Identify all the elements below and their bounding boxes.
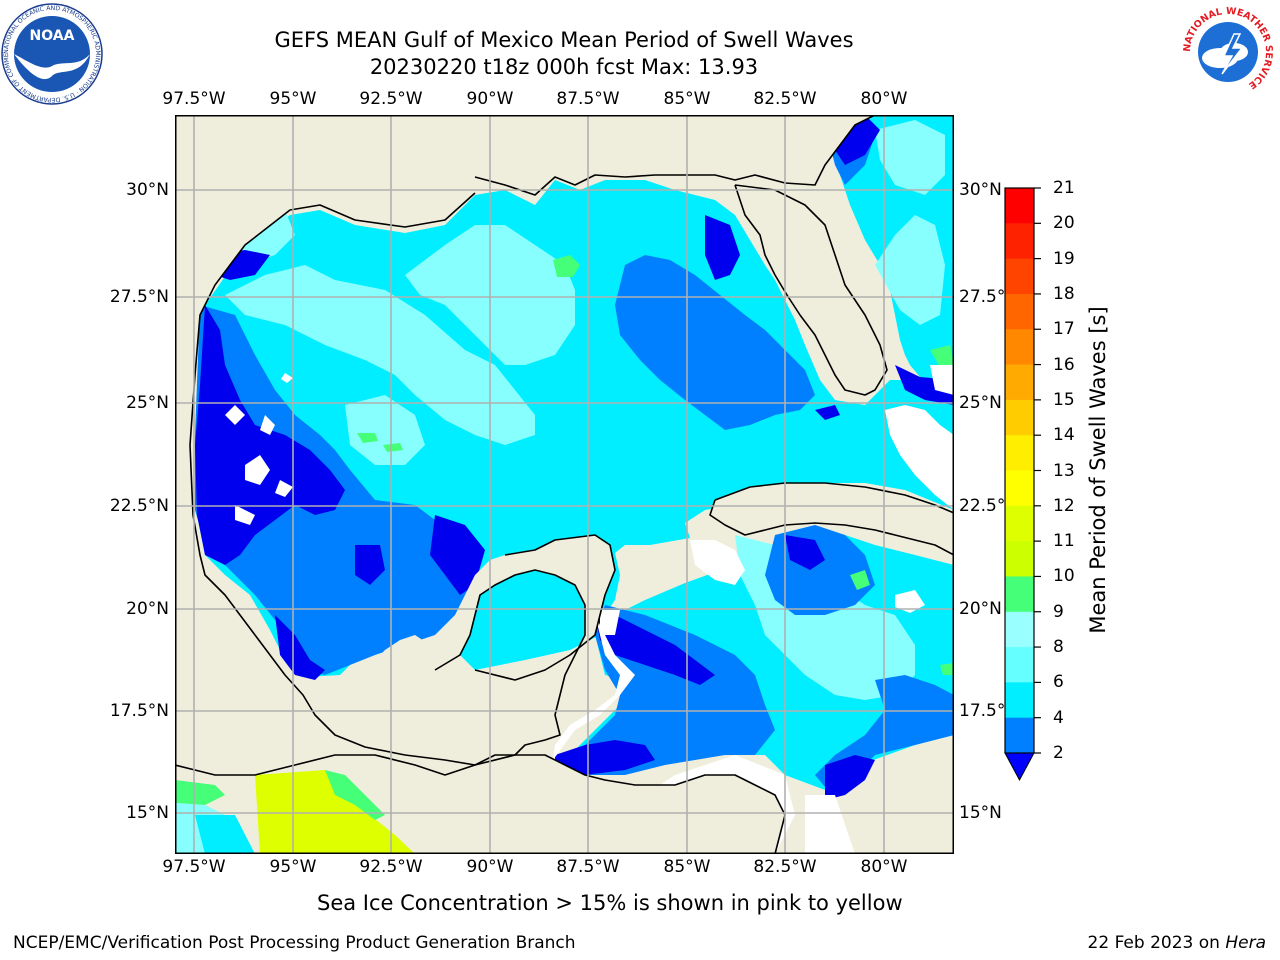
colorbar-band: [1005, 647, 1034, 683]
lon-label-bottom: 82.5°W: [753, 857, 817, 877]
lon-label-bottom: 97.5°W: [162, 857, 226, 877]
colorbar: [1004, 187, 1041, 782]
lon-label-top: 97.5°W: [162, 89, 226, 109]
lon-label-bottom: 87.5°W: [556, 857, 620, 877]
colorbar-tick-label: 20: [1053, 213, 1075, 234]
colorbar-tick-label: 15: [1053, 389, 1075, 410]
lat-label-left: 17.5°N: [109, 701, 169, 721]
colorbar-tick-label: 11: [1053, 531, 1075, 552]
colorbar-band: [1005, 223, 1034, 260]
colorbar-under-triangle: [1004, 752, 1035, 782]
colorbar-tick-label: 19: [1053, 248, 1075, 269]
colorbar-tick-label: 21: [1053, 178, 1075, 198]
lon-label-bottom: 80°W: [860, 857, 908, 877]
lat-label-right: 25°N: [959, 393, 1002, 413]
colorbar-tick-label: 6: [1053, 672, 1064, 693]
colorbar-tick-label: 12: [1053, 495, 1075, 516]
lon-label-top: 87.5°W: [556, 89, 620, 109]
footer-date: 22 Feb 2023 on Hera: [1088, 933, 1266, 953]
lat-label-right: 30°N: [959, 180, 1002, 200]
pacific-water-ice: [255, 770, 415, 854]
colorbar-band: [1005, 682, 1034, 719]
lat-label-left: 25°N: [126, 393, 169, 413]
lat-label-right: 17.5°N: [959, 701, 1019, 721]
lat-label-left: 22.5°N: [109, 496, 169, 516]
lat-label-left: 15°N: [126, 803, 169, 823]
colorbar-band: [1005, 576, 1034, 613]
coastlines: [175, 115, 954, 854]
colorbar-tick-label: 14: [1053, 425, 1075, 446]
land-florida: [735, 185, 887, 395]
lon-label-top: 85°W: [663, 89, 711, 109]
footer-date-text: 22 Feb 2023 on: [1087, 933, 1220, 953]
blue-band-central: [615, 255, 815, 430]
lat-label-right: 20°N: [959, 599, 1002, 619]
chart-subtitle: 20230220 t18z 000h fcst Max: 13.93: [369, 55, 759, 79]
lon-label-bottom: 92.5°W: [359, 857, 423, 877]
lon-label-bottom: 85°W: [663, 857, 711, 877]
land-cuba: [710, 483, 954, 555]
lat-label-right: 27.5°N: [959, 287, 1019, 307]
lon-label-bottom: 90°W: [466, 857, 514, 877]
colorbar-tick-label: 10: [1053, 566, 1075, 587]
colorbar-band: [1005, 258, 1034, 295]
swell-period-map: [175, 115, 954, 854]
colorbar-band: [1005, 364, 1034, 401]
land-us-north: [175, 115, 954, 315]
lat-label-left: 30°N: [126, 180, 169, 200]
sea-ice-note: Sea Ice Concentration > 15% is shown in …: [317, 891, 903, 915]
lat-label-right: 15°N: [959, 803, 1002, 823]
colorbar-band: [1005, 717, 1034, 754]
lon-label-top: 80°W: [860, 89, 908, 109]
footer-credit: NCEP/EMC/Verification Post Processing Pr…: [13, 933, 576, 953]
lon-label-top: 92.5°W: [359, 89, 423, 109]
colorbar-band: [1005, 505, 1034, 542]
colorbar-band: [1005, 435, 1034, 471]
colorbar-tick-label: 8: [1053, 637, 1064, 658]
colorbar-tick-label: 16: [1053, 354, 1075, 375]
colorbar-tick-label: 18: [1053, 283, 1075, 304]
lon-label-bottom: 95°W: [269, 857, 317, 877]
colorbar-band: [1005, 399, 1034, 436]
lon-label-top: 90°W: [466, 89, 514, 109]
lat-label-left: 20°N: [126, 599, 169, 619]
colorbar-band: [1005, 470, 1034, 507]
nws-logo: NATIONAL WEATHER SERVICE: [1182, 6, 1274, 98]
footer-host: Hera: [1225, 933, 1266, 953]
land-yucatan: [303, 535, 615, 765]
colorbar-tick-label: 2: [1053, 743, 1064, 763]
colorbar-tick-label: 4: [1053, 707, 1064, 728]
lat-label-right: 22.5°N: [959, 496, 1019, 516]
colorbar-tick-label: 9: [1053, 601, 1064, 622]
lon-label-top: 82.5°W: [753, 89, 817, 109]
graticule: [175, 115, 954, 854]
noaa-logo: NATIONAL OCEANIC AND ATMOSPHERIC ADMINIS…: [0, 2, 103, 105]
colorbar-label: Mean Period of Swell Waves [s]: [1086, 306, 1110, 634]
chart-title: GEFS MEAN Gulf of Mexico Mean Period of …: [274, 28, 854, 52]
colorbar-band: [1005, 188, 1034, 224]
colorbar-tick-label: 13: [1053, 460, 1075, 481]
map-frame: [175, 115, 954, 854]
colorbar-band: [1005, 611, 1034, 648]
colorbar-tick-label: 17: [1053, 319, 1075, 340]
colorbar-band: [1005, 541, 1034, 577]
lon-label-top: 95°W: [269, 89, 317, 109]
colorbar-band: [1005, 329, 1034, 366]
colorbar-band: [1005, 293, 1034, 330]
noaa-logo-text: NOAA: [30, 28, 75, 44]
lat-label-left: 27.5°N: [109, 287, 169, 307]
